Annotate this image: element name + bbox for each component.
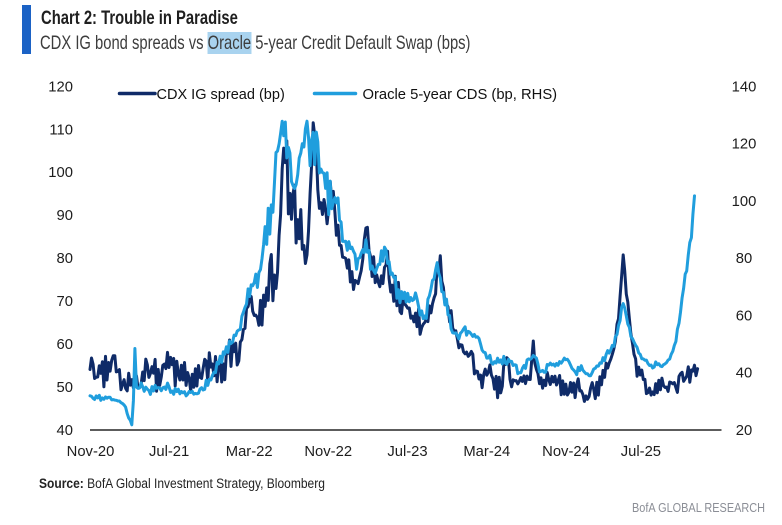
svg-text:Nov-22: Nov-22: [304, 444, 352, 460]
svg-text:60: 60: [57, 337, 73, 353]
svg-text:140: 140: [732, 79, 757, 95]
svg-text:40: 40: [57, 423, 73, 439]
svg-text:CDX IG spread (bp): CDX IG spread (bp): [157, 87, 285, 103]
svg-text:110: 110: [49, 122, 73, 138]
svg-text:90: 90: [57, 208, 73, 224]
svg-text:Mar-24: Mar-24: [463, 444, 510, 460]
svg-text:120: 120: [48, 79, 73, 95]
svg-text:100: 100: [48, 165, 73, 181]
svg-text:Mar-22: Mar-22: [226, 444, 273, 460]
svg-text:Oracle 5-year CDS (bp, RHS): Oracle 5-year CDS (bp, RHS): [363, 87, 558, 103]
svg-text:120: 120: [732, 137, 757, 153]
svg-text:20: 20: [736, 423, 752, 439]
svg-text:60: 60: [736, 308, 752, 324]
svg-text:50: 50: [57, 380, 73, 396]
svg-text:40: 40: [736, 366, 752, 382]
svg-text:Nov-20: Nov-20: [67, 444, 115, 460]
svg-text:80: 80: [736, 251, 752, 267]
svg-text:70: 70: [57, 294, 73, 310]
svg-text:80: 80: [57, 251, 73, 267]
svg-text:Jul-23: Jul-23: [387, 444, 427, 460]
svg-text:Nov-24: Nov-24: [542, 444, 590, 460]
svg-text:100: 100: [732, 194, 757, 210]
svg-text:Jul-25: Jul-25: [621, 444, 661, 460]
svg-text:Jul-21: Jul-21: [149, 444, 189, 460]
